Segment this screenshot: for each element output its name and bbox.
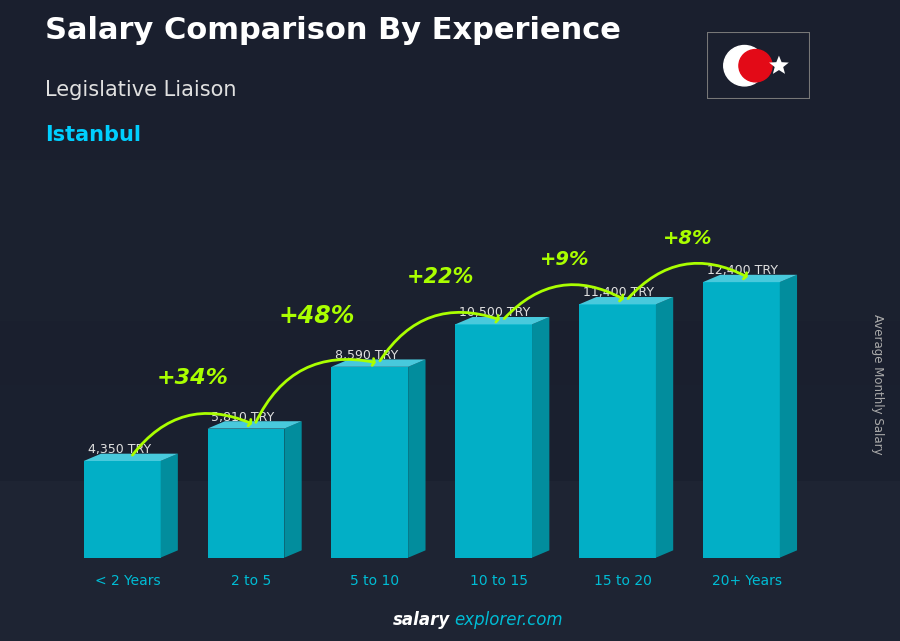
Text: +48%: +48% (278, 304, 355, 328)
Polygon shape (770, 56, 788, 74)
Bar (0, 0, 900, 160)
Text: +22%: +22% (407, 267, 474, 287)
Text: +8%: +8% (663, 229, 713, 249)
Polygon shape (455, 324, 532, 558)
Text: 12,400 TRY: 12,400 TRY (706, 264, 778, 277)
Polygon shape (208, 421, 302, 429)
Text: 2 to 5: 2 to 5 (231, 574, 271, 588)
Polygon shape (703, 282, 779, 558)
Circle shape (739, 49, 772, 82)
Polygon shape (284, 421, 302, 558)
Polygon shape (532, 317, 549, 558)
Polygon shape (656, 297, 673, 558)
Text: salary: salary (392, 612, 450, 629)
Polygon shape (84, 454, 178, 461)
Text: explorer.com: explorer.com (454, 612, 563, 629)
Text: Istanbul: Istanbul (45, 125, 141, 145)
Polygon shape (779, 275, 797, 558)
Text: +34%: +34% (157, 368, 229, 388)
Bar (0, 385, 900, 545)
Text: 5 to 10: 5 to 10 (350, 574, 400, 588)
Polygon shape (579, 304, 656, 558)
Polygon shape (160, 454, 178, 558)
Text: Salary Comparison By Experience: Salary Comparison By Experience (45, 16, 621, 45)
Bar (0, 160, 900, 320)
Polygon shape (331, 367, 409, 558)
Text: 11,400 TRY: 11,400 TRY (583, 287, 654, 299)
Polygon shape (703, 275, 797, 282)
Text: 10 to 15: 10 to 15 (470, 574, 527, 588)
Text: 10,500 TRY: 10,500 TRY (459, 306, 530, 319)
Polygon shape (579, 297, 673, 304)
Polygon shape (331, 360, 426, 367)
Text: +9%: +9% (539, 250, 589, 269)
Polygon shape (84, 461, 160, 558)
Text: 5,810 TRY: 5,810 TRY (212, 411, 274, 424)
Text: 8,590 TRY: 8,590 TRY (335, 349, 399, 362)
Text: Average Monthly Salary: Average Monthly Salary (871, 314, 884, 455)
Polygon shape (455, 317, 549, 324)
Text: 20+ Years: 20+ Years (712, 574, 781, 588)
Text: Legislative Liaison: Legislative Liaison (45, 80, 237, 100)
Text: < 2 Years: < 2 Years (94, 574, 160, 588)
Polygon shape (208, 429, 284, 558)
Polygon shape (409, 360, 426, 558)
Circle shape (724, 46, 765, 86)
Text: 15 to 20: 15 to 20 (594, 574, 652, 588)
Text: 4,350 TRY: 4,350 TRY (87, 443, 150, 456)
Bar (0, 481, 900, 641)
